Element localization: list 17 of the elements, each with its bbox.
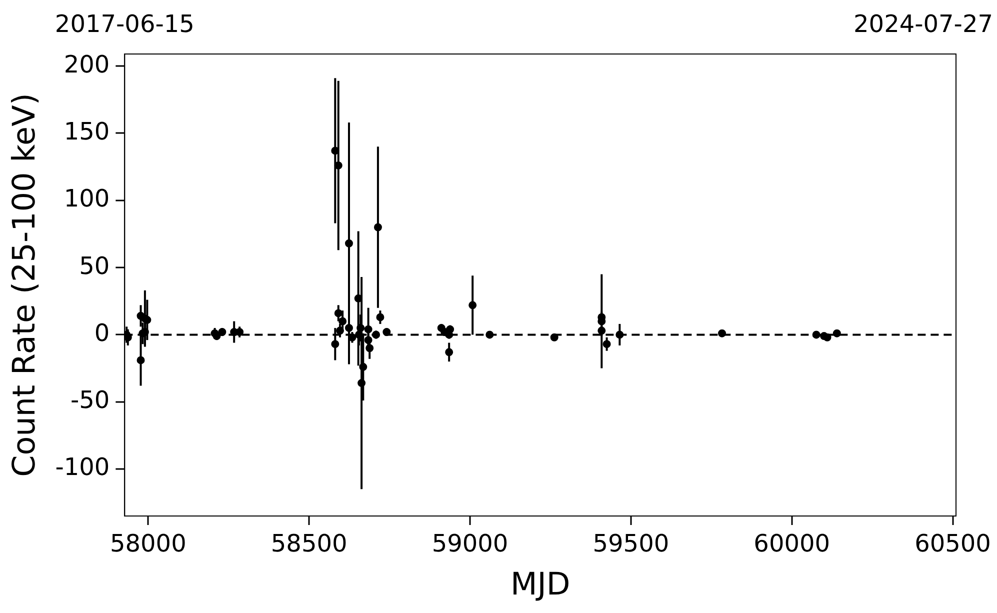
y-tick-label: 100: [64, 184, 110, 213]
x-tick-label: 60000: [754, 530, 830, 558]
y-tick-label: -50: [70, 386, 110, 414]
x-tick-label: 59500: [592, 530, 670, 558]
y-axis-title: Count Rate (25-100 keV): [6, 93, 43, 477]
x-tick-label: 59000: [432, 530, 508, 558]
text: 2017-06-15: [54, 10, 194, 38]
y-tick-label: 50: [79, 252, 110, 280]
x-axis-title: MJD: [510, 566, 570, 602]
x-tick-label: 58000: [110, 530, 186, 558]
y-tick-label: 150: [64, 117, 110, 146]
text: 2024-07-27: [854, 10, 994, 38]
x-tick-label: 58500: [270, 530, 348, 558]
y-tick-label: -100: [55, 453, 110, 482]
x-tick-label: 60500: [914, 530, 991, 558]
y-tick-label: 0: [94, 318, 110, 347]
y-tick-label: 200: [64, 50, 110, 78]
